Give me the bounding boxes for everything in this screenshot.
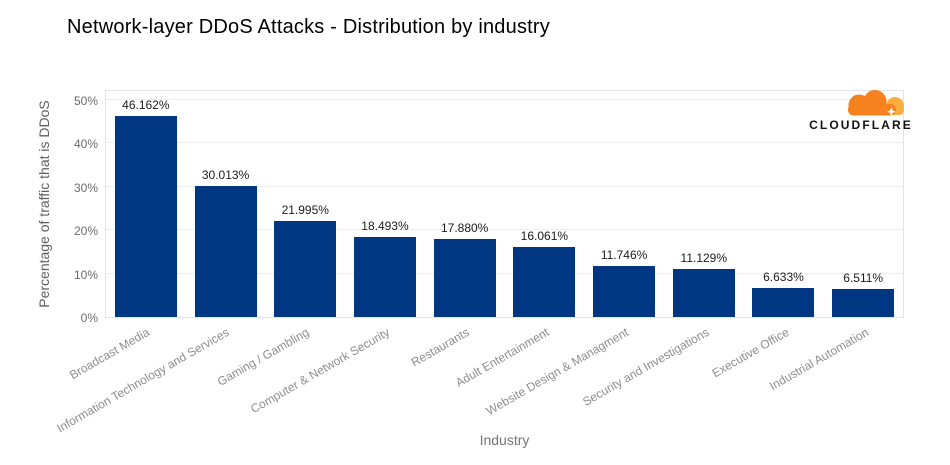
chart-title: Network-layer DDoS Attacks - Distributio…	[67, 16, 550, 38]
y-tick-label: 20%	[73, 224, 98, 238]
bar-value-label: 17.880%	[440, 221, 489, 236]
plot-area: 46.162% 30.013% 21.995% 18.493% 17.880% 16.06…	[105, 90, 904, 318]
bar-value-label: 6.511%	[843, 270, 884, 285]
bar-value-label: 46.162%	[122, 98, 170, 113]
grid-line	[106, 98, 903, 100]
bar-value-label: 21.995%	[281, 203, 329, 218]
bar-series: 46.162% 30.013% 21.995% 18.493% 17.880% 16.06…	[106, 91, 903, 317]
cloudflare-wordmark: CLOUDFLARE	[809, 118, 913, 132]
bar	[832, 288, 895, 317]
bar	[194, 186, 257, 317]
y-tick-label: 40%	[73, 137, 98, 151]
bar-column: 17.880%	[425, 91, 505, 317]
y-axis-title: Percentage of traffic that is DDoS	[36, 100, 52, 308]
bar-column: 11.746%	[584, 91, 664, 317]
x-axis-title: Industry	[479, 432, 530, 448]
bar	[433, 239, 496, 317]
bar-column: 30.013%	[186, 91, 266, 317]
bar-column: 16.061%	[505, 91, 585, 317]
bar-column: 6.511%	[823, 91, 903, 317]
x-axis-category-labels: Broadcast Media Information Technology an…	[55, 323, 904, 435]
category-label: Computer & Network Security	[247, 325, 392, 417]
bar-value-label: 30.013%	[201, 168, 250, 183]
bar-value-label: 16.061%	[520, 229, 569, 244]
bar-column: 6.633%	[744, 91, 824, 317]
y-tick-label: 50%	[73, 93, 98, 108]
bar-value-label: 11.746%	[600, 247, 648, 262]
bar-value-label: 11.129%	[680, 250, 728, 265]
cloudflare-cloud-icon	[848, 90, 904, 116]
bar-column: 21.995%	[265, 91, 345, 317]
bar	[114, 116, 177, 317]
bar-column: 18.493%	[345, 91, 425, 317]
y-tick-label: 0%	[80, 311, 98, 325]
bar-value-label: 6.633%	[763, 270, 804, 285]
bar	[593, 265, 656, 317]
bar	[274, 221, 337, 317]
cloudflare-logo: CLOUDFLARE	[803, 90, 919, 134]
grid-line	[106, 185, 903, 187]
bar	[353, 236, 416, 317]
grid-line	[106, 229, 903, 230]
y-tick-label: 30%	[73, 180, 98, 195]
grid-line	[106, 142, 903, 143]
bar	[752, 288, 815, 317]
category-label: Restaurants	[408, 325, 472, 370]
category-label: Executive Office	[709, 325, 792, 381]
bar-column: 46.162%	[106, 91, 186, 317]
grid-line	[106, 272, 903, 274]
bar	[672, 268, 735, 317]
bar-value-label: 18.493%	[361, 218, 409, 233]
category-label: Website Design & Managment	[484, 325, 632, 419]
bar-column: 11.129%	[664, 91, 744, 317]
bar	[513, 247, 576, 317]
y-tick-label: 10%	[73, 267, 98, 282]
